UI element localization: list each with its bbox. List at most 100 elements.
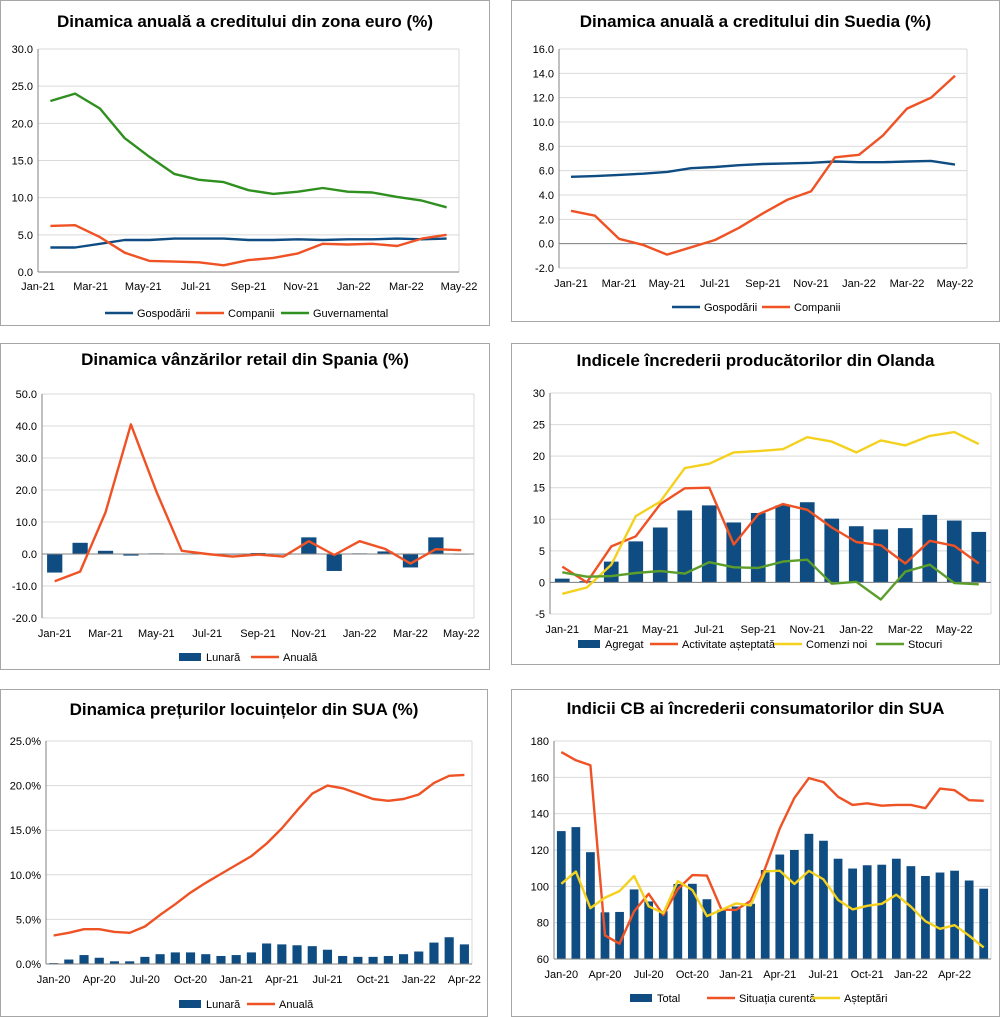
y-tick-label: 180	[531, 736, 549, 748]
y-tick-label: -20.0	[12, 613, 37, 625]
x-tick-label: Sep-21	[741, 624, 776, 636]
bar-agregat	[897, 528, 913, 583]
x-tick-label: Nov-21	[283, 281, 318, 293]
bar-total	[891, 858, 901, 959]
x-tick-label: Apr-21	[763, 969, 796, 981]
chart-title: Indicele încrederii producătorilor din O…	[576, 351, 935, 370]
series-line-gospodarii	[570, 159, 956, 178]
x-tick-label: Mar-22	[890, 278, 925, 290]
chart-title: Dinamica anuală a creditului din zona eu…	[57, 12, 433, 31]
y-tick-label: 100	[531, 881, 549, 893]
bar-total	[964, 880, 974, 959]
legend-label: Guvernamental	[313, 308, 388, 320]
bar-total	[862, 865, 872, 959]
bar-agregat	[701, 505, 717, 583]
bar-lunara	[322, 949, 333, 964]
bar-agregat	[848, 526, 864, 583]
bar-agregat	[628, 541, 644, 583]
y-tick-label: 0.0	[18, 267, 33, 279]
x-tick-label: Jul-21	[312, 974, 342, 986]
y-tick-label: 30	[533, 388, 545, 400]
y-tick-label: 10.0	[533, 117, 554, 129]
legend-swatch	[179, 653, 201, 661]
bar-lunara	[246, 952, 256, 964]
x-tick-label: May-22	[443, 628, 480, 640]
series-line-companii	[50, 223, 447, 267]
x-tick-label: Sep-21	[240, 628, 275, 640]
x-tick-label: Jan-21	[38, 628, 72, 640]
y-tick-label: 0	[539, 577, 545, 589]
bar-total	[906, 866, 916, 959]
bar-lunara	[79, 955, 89, 964]
bar-lunara	[155, 954, 165, 964]
bar-total	[688, 883, 697, 959]
y-tick-label: 6.0	[539, 166, 554, 178]
y-tick-label: 16.0	[533, 44, 554, 56]
bar-total	[746, 903, 756, 959]
bar-lunara	[377, 551, 393, 554]
chart-euro-credit: Dinamica anuală a creditului din zona eu…	[12, 12, 478, 320]
series-line-activitate-asteptata	[561, 486, 980, 584]
series-line-guvernamental	[50, 92, 447, 209]
series-line-anuala	[54, 423, 462, 583]
legend-label: Anuală	[279, 999, 314, 1011]
bar-lunara	[201, 954, 211, 964]
bar-lunara	[338, 955, 348, 964]
x-tick-label: Jan-20	[544, 969, 578, 981]
bar-lunara	[140, 956, 150, 964]
x-tick-label: Jul-20	[634, 969, 664, 981]
y-tick-label: -2.0	[535, 263, 554, 275]
bar-agregat	[824, 518, 840, 583]
y-tick-label: -10.0	[12, 581, 37, 593]
series-line-asteptari	[560, 869, 985, 949]
legend-label: Lunară	[206, 652, 241, 664]
bar-lunara	[216, 955, 226, 964]
x-tick-label: Jan-22	[337, 281, 371, 293]
bar-total	[979, 888, 989, 959]
x-tick-label: Jan-22	[894, 969, 928, 981]
y-tick-label: 10.0	[12, 193, 33, 205]
legend-swatch	[578, 640, 600, 648]
y-tick-label: 20.0	[12, 118, 33, 130]
bar-lunara	[97, 550, 114, 554]
bar-total	[950, 870, 959, 959]
y-tick-label: 50.0	[16, 389, 37, 401]
y-tick-label: 60	[537, 954, 549, 966]
x-tick-label: Oct-21	[357, 974, 390, 986]
x-tick-label: Apr-22	[938, 969, 971, 981]
x-tick-label: Jul-21	[181, 281, 211, 293]
x-tick-label: Apr-20	[83, 974, 116, 986]
bar-lunara	[47, 554, 63, 573]
chart-panel-euro-credit: Dinamica anuală a creditului din zona eu…	[0, 0, 490, 326]
y-tick-label: 15	[533, 483, 545, 495]
series-line-anuala	[53, 773, 465, 937]
x-tick-label: Mar-22	[393, 628, 428, 640]
x-tick-label: Jul-21	[700, 278, 730, 290]
x-tick-label: Jul-21	[192, 628, 222, 640]
y-tick-label: 30.0	[16, 453, 37, 465]
y-tick-label: 5.0%	[16, 914, 41, 926]
legend-label: Total	[657, 993, 680, 1005]
series-line-situatia-curenta	[560, 751, 984, 945]
chart-title: Indicii CB ai încrederii consumatorilor …	[567, 699, 945, 718]
y-tick-label: 10.0	[16, 517, 37, 529]
legend-label: Stocuri	[908, 639, 942, 651]
bar-lunara	[353, 956, 363, 964]
bar-lunara	[277, 944, 287, 964]
x-tick-label: Sep-21	[745, 278, 780, 290]
y-tick-label: 25	[533, 420, 545, 432]
y-tick-label: 25.0%	[10, 736, 41, 748]
x-tick-label: May-21	[125, 281, 162, 293]
y-tick-label: 15.0%	[10, 825, 41, 837]
bar-total	[775, 854, 785, 959]
legend-swatch	[630, 994, 652, 1002]
x-tick-label: Jan-21	[545, 624, 579, 636]
y-tick-label: 2.0	[539, 214, 554, 226]
y-tick-label: 20.0%	[10, 781, 41, 793]
legend-label: Gospodării	[704, 302, 757, 314]
chart-panel-spain-retail: Dinamica vânzărilor retail din Spania (%…	[0, 343, 490, 670]
series-line-comenzi-noi	[562, 430, 980, 595]
chart-panel-us-consumer-confidence: Indicii CB ai încrederii consumatorilor …	[511, 689, 1000, 1017]
x-tick-label: Apr-20	[588, 969, 621, 981]
x-tick-label: Jan-21	[219, 974, 253, 986]
